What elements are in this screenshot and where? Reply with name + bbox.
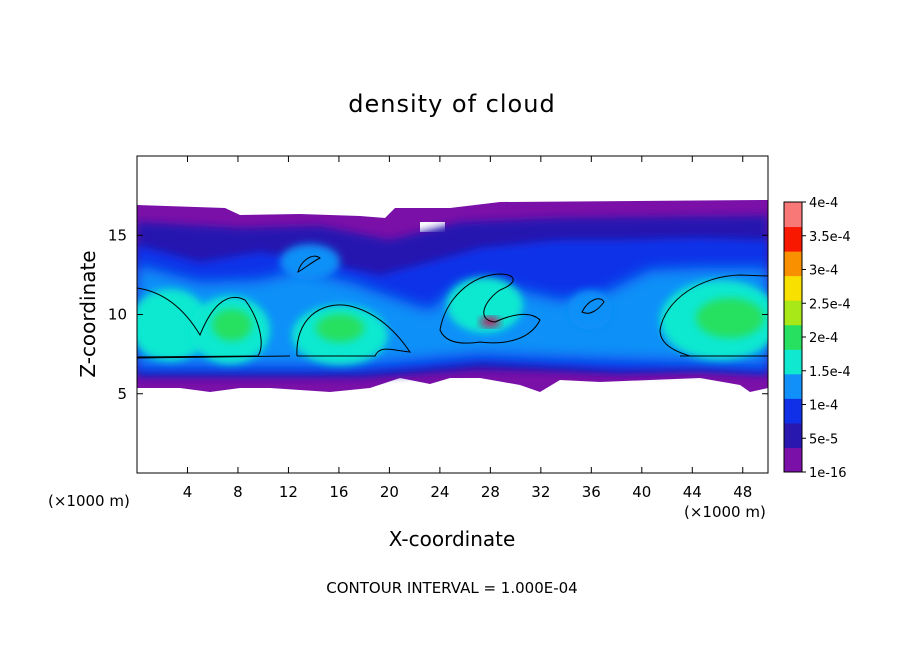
colorbar-swatch — [784, 324, 802, 350]
colorbar-tick-label: 2.5e-4 — [809, 297, 851, 312]
colorbar-tick-label: 3.5e-4 — [809, 230, 851, 245]
contour-line — [137, 355, 291, 359]
colorbar-tick-label: 1e-4 — [809, 399, 838, 414]
colorbar: 1e-16 5e-5 1e-4 1.5e-4 2e-4 2.5e-4 3e-4 3.5e-4 4… — [783, 196, 851, 481]
colorbar-swatch — [784, 226, 802, 252]
colorbar-swatch — [784, 300, 802, 326]
contour-line — [297, 255, 321, 273]
wisp-red — [480, 317, 500, 327]
y-tick-label: 10 — [108, 306, 127, 324]
x-tick-label: 20 — [380, 483, 399, 501]
contour-line — [137, 287, 262, 358]
x-axis: 4 8 12 16 20 24 28 32 36 40 44 48 — [183, 156, 752, 501]
contour-line — [296, 304, 412, 357]
colorbar-swatch — [784, 275, 802, 301]
x-axis-label: X-coordinate — [389, 527, 516, 551]
x-tick-label: 24 — [430, 483, 449, 501]
core-cyan — [137, 289, 210, 361]
x-tick-label: 36 — [582, 483, 601, 501]
x-tick-label: 16 — [329, 483, 348, 501]
y-tick-label: 15 — [108, 226, 127, 244]
x-tick-label: 40 — [632, 483, 651, 501]
heatmap-field — [137, 200, 768, 392]
colorbar-swatch — [784, 422, 802, 448]
wisp-blue — [568, 290, 612, 330]
y-axis-label: Z-coordinate — [76, 250, 100, 377]
x-unit-left: (×1000 m) — [48, 492, 130, 510]
core-green — [696, 298, 764, 338]
x-tick-label: 12 — [279, 483, 298, 501]
colorbar-tick-label: 2e-4 — [809, 331, 838, 346]
x-tick-label: 4 — [183, 483, 193, 501]
x-tick-label: 48 — [733, 483, 752, 501]
colorbar-swatch — [784, 349, 802, 375]
colorbar-swatch — [784, 251, 802, 277]
contour-lines — [137, 255, 768, 359]
x-tick-label: 8 — [233, 483, 243, 501]
colorbar-swatch — [784, 202, 802, 228]
core-cyan — [447, 277, 523, 333]
y-tick-label: 5 — [117, 385, 127, 403]
x-unit-right: (×1000 m) — [684, 503, 766, 521]
contour-line — [581, 298, 605, 314]
colorbar-swatch — [784, 447, 802, 473]
colorbar-swatch — [784, 373, 802, 399]
colorbar-tick-label: 3e-4 — [809, 264, 838, 279]
colorbar-tick-label: 1.5e-4 — [809, 365, 851, 380]
contour-line — [439, 273, 541, 344]
colorbar-tick-label: 1e-16 — [809, 466, 847, 481]
y-axis: 5 10 15 — [108, 226, 768, 403]
contour-interval-note: CONTOUR INTERVAL = 1.000E-04 — [326, 579, 577, 597]
colorbar-swatch — [784, 398, 802, 424]
x-tick-label: 44 — [683, 483, 702, 501]
chart-title: density of cloud — [348, 90, 555, 118]
core-green — [316, 314, 364, 342]
x-tick-label: 28 — [481, 483, 500, 501]
core-green — [212, 309, 252, 341]
colorbar-tick-label: 4e-4 — [809, 196, 838, 211]
x-tick-label: 32 — [531, 483, 550, 501]
colorbar-tick-label: 5e-5 — [809, 432, 838, 447]
wisp-blue — [280, 244, 340, 280]
